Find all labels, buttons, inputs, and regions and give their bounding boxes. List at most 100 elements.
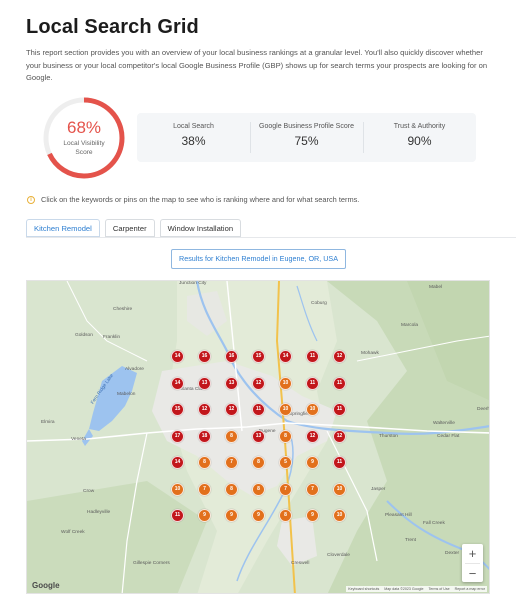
score-label: Local Search	[173, 123, 214, 130]
tab-window-installation[interactable]: Window Installation	[159, 219, 242, 237]
zoom-divider	[465, 563, 480, 564]
rank-pin[interactable]: 15	[171, 403, 184, 416]
intro-text: This report section provides you with an…	[26, 48, 488, 83]
map-place-label: Junction City	[179, 281, 207, 286]
visibility-value: 68%	[66, 118, 102, 137]
rank-pin[interactable]: 13	[198, 376, 211, 390]
score-local-search: Local Search 38%	[137, 113, 250, 162]
hint-text: Click on the keywords or pins on the map…	[41, 195, 360, 204]
rank-pin[interactable]: 14	[171, 456, 184, 469]
rank-pin[interactable]: 12	[333, 429, 346, 443]
rank-pin[interactable]: 7	[279, 482, 292, 496]
map-place-label: Marcola	[401, 323, 419, 328]
rank-pin[interactable]: 17	[171, 429, 184, 443]
rank-pin[interactable]: 9	[225, 509, 238, 522]
rank-pin[interactable]: 7	[225, 456, 238, 469]
map-place-label: Jasper	[371, 487, 386, 492]
rank-pin[interactable]: 11	[333, 456, 346, 469]
map-place-label: Deerh	[477, 407, 490, 412]
rank-pin[interactable]: 12	[225, 403, 238, 416]
rank-pin[interactable]: 15	[252, 350, 265, 363]
rank-pin[interactable]: 12	[198, 403, 211, 416]
rank-pin[interactable]: 5	[279, 456, 292, 469]
rank-pin[interactable]: 16	[225, 350, 238, 363]
score-label: Google Business Profile Score	[259, 123, 354, 130]
rank-pin[interactable]: 11	[333, 403, 346, 416]
rank-pin[interactable]: 11	[333, 376, 346, 390]
rank-pin[interactable]: 11	[171, 509, 184, 522]
hint: i Click on the keywords or pins on the m…	[27, 195, 359, 204]
rank-pin[interactable]: 7	[306, 482, 319, 496]
rank-pin[interactable]: 14	[171, 376, 184, 390]
map-place-label: Alvadore	[125, 367, 144, 372]
zoom-control: + −	[462, 544, 483, 582]
rank-pin[interactable]: 13	[225, 376, 238, 390]
rank-pin[interactable]: 14	[279, 350, 292, 363]
map-place-label: Veneta	[71, 437, 86, 442]
rank-pin[interactable]: 18	[198, 429, 211, 443]
rank-pin[interactable]: 10	[279, 403, 292, 416]
map-place-label: Trent	[405, 538, 417, 543]
page-title: Local Search Grid	[26, 16, 199, 38]
rank-pin[interactable]: 14	[171, 350, 184, 363]
map-place-label: Mabel	[429, 285, 443, 290]
rank-pin[interactable]: 8	[225, 429, 238, 443]
rank-pin[interactable]: 10	[333, 482, 346, 496]
map-place-label: Franklin	[103, 335, 121, 340]
score-panel: Local Search 38% Google Business Profile…	[137, 113, 476, 162]
tab-divider	[26, 237, 516, 238]
rank-pin[interactable]: 11	[252, 403, 265, 416]
rank-pin[interactable]: 10	[333, 509, 346, 522]
map-place-label: Pleasant Hill	[385, 513, 412, 518]
map-place-label: Crow	[83, 489, 95, 494]
map-place-label: Fall Creek	[423, 521, 445, 526]
google-logo: Google	[32, 581, 60, 590]
zoom-in-button[interactable]: +	[468, 546, 477, 561]
map[interactable]: Junction City Mabel Cheshire Goldson Frankli…	[26, 280, 490, 594]
map-place-label: Elmira	[41, 420, 55, 425]
rank-pin[interactable]: 8	[279, 509, 292, 522]
rank-pin[interactable]: 10	[306, 403, 319, 416]
rank-pin[interactable]: 9	[252, 509, 265, 522]
rank-pin[interactable]: 8	[252, 482, 265, 496]
rank-pin[interactable]: 8	[252, 456, 265, 469]
rank-pin[interactable]: 9	[198, 509, 211, 522]
rank-pin[interactable]: 12	[306, 429, 319, 443]
tab-kitchen-remodel[interactable]: Kitchen Remodel	[26, 219, 100, 237]
visibility-label: Local Visibility Score	[63, 140, 105, 156]
rank-pin[interactable]: 9	[306, 456, 319, 469]
visibility-gauge: 68% Local Visibility Score	[42, 96, 126, 180]
info-icon: i	[27, 195, 35, 204]
report-error-link[interactable]: Report a map error	[454, 587, 485, 591]
keyboard-shortcuts-link[interactable]: Keyboard shortcuts	[348, 587, 380, 591]
rank-pin[interactable]: 8	[225, 482, 238, 496]
score-trust-authority: Trust & Authority 90%	[363, 113, 476, 162]
rank-pin[interactable]: 8	[198, 456, 211, 469]
map-data-text: Map data ©2023 Google	[384, 587, 424, 591]
rank-pin[interactable]: 12	[333, 350, 346, 363]
terms-link[interactable]: Terms of Use	[428, 587, 450, 591]
map-place-label: Cedar Flat	[437, 434, 460, 439]
rank-pin[interactable]: 11	[306, 350, 319, 363]
map-place-label: Wolf Creek	[61, 530, 85, 535]
rank-pin[interactable]: 11	[306, 376, 319, 390]
map-place-label: Santa Clara	[181, 387, 207, 392]
map-place-label: Mabelon	[117, 392, 136, 397]
map-place-label: Mohawk	[361, 351, 379, 356]
rank-pin[interactable]: 12	[252, 376, 265, 390]
rank-pin[interactable]: 13	[252, 429, 265, 443]
rank-pin[interactable]: 16	[198, 350, 211, 363]
rank-pin[interactable]: 10	[279, 376, 292, 390]
tab-carpenter[interactable]: Carpenter	[104, 219, 155, 237]
map-place-label: Walterville	[433, 421, 455, 426]
rank-pin[interactable]: 10	[171, 482, 184, 496]
rank-pin[interactable]: 9	[306, 509, 319, 522]
zoom-out-button[interactable]: −	[468, 566, 477, 581]
score-value: 38%	[181, 134, 206, 148]
rank-pin[interactable]: 8	[279, 429, 292, 443]
score-label: Trust & Authority	[393, 123, 446, 130]
score-value: 75%	[294, 134, 319, 148]
map-place-label: Springfield	[289, 412, 312, 417]
rank-pin[interactable]: 7	[198, 482, 211, 496]
map-place-label: Cloverdale	[327, 553, 350, 558]
